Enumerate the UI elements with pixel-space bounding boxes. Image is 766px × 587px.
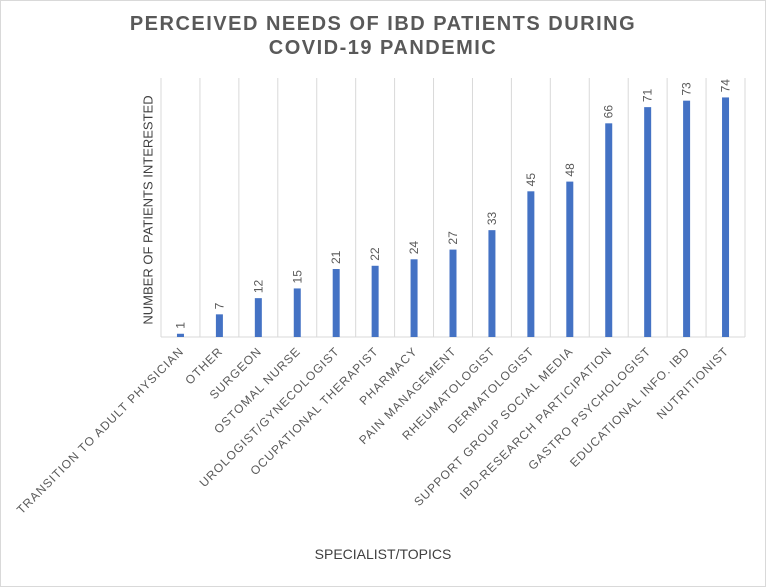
bar xyxy=(605,123,613,337)
data-label: 21 xyxy=(329,250,343,264)
bar xyxy=(332,269,340,337)
x-axis-title: SPECIALIST/TOPICS xyxy=(314,546,452,562)
data-label: 27 xyxy=(446,231,460,245)
data-label: 48 xyxy=(563,163,577,177)
bar xyxy=(449,249,457,337)
x-tick-label: NUTRITIONIST xyxy=(654,344,732,422)
chart-title-line-1: PERCEIVED NEEDS OF IBD PATIENTS DURING xyxy=(129,13,637,35)
data-label: 15 xyxy=(290,270,304,284)
bar xyxy=(566,181,574,337)
bar xyxy=(488,230,496,337)
bar xyxy=(293,288,301,337)
data-label: 1 xyxy=(173,322,187,329)
bar xyxy=(254,298,262,337)
bar xyxy=(644,107,652,337)
x-tick-label: TRANSITION TO ADULT PHYSICIAN xyxy=(14,344,187,517)
data-label: 73 xyxy=(680,82,694,96)
data-label: 24 xyxy=(407,241,421,255)
bar xyxy=(722,97,730,337)
data-label: 22 xyxy=(368,247,382,261)
data-label: 74 xyxy=(719,79,733,93)
data-label: 66 xyxy=(602,105,616,119)
bar xyxy=(410,259,418,337)
bar xyxy=(215,314,223,337)
x-tick-label: UROLOGIST/GYNECOLOGIST xyxy=(197,344,343,490)
bar xyxy=(527,191,535,337)
data-label: 12 xyxy=(251,279,265,293)
bar xyxy=(371,265,379,337)
data-label: 7 xyxy=(212,302,226,309)
bar xyxy=(176,333,184,337)
bar xyxy=(683,100,691,337)
data-label: 71 xyxy=(641,88,655,102)
data-label: 45 xyxy=(524,173,538,187)
chart-title-line-2: COVID-19 PANDEMIC xyxy=(268,37,498,59)
data-label: 33 xyxy=(485,211,499,225)
